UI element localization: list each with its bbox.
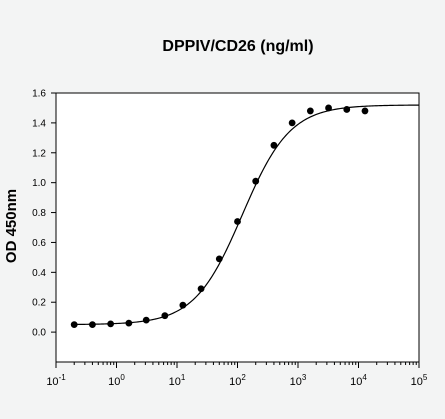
data-point — [270, 141, 278, 149]
data-point — [361, 107, 369, 115]
y-tick-label: 0.8 — [32, 208, 46, 219]
x-tick-label: 100 — [108, 373, 125, 388]
data-point — [325, 104, 332, 112]
axis-layer: 0.0 0.2 0.4 0.6 0.8 1.0 1.2 1.4 1.6 10-1 100 101 102… — [32, 89, 428, 389]
data-point — [125, 319, 133, 327]
data-point — [107, 320, 115, 328]
plot-area — [55, 92, 420, 363]
y-tick-label: 0.4 — [32, 268, 46, 279]
data-point — [197, 285, 205, 293]
y-tick-label: 0.2 — [32, 298, 46, 309]
y-tick-label: 0.6 — [32, 238, 46, 249]
data-point — [288, 119, 296, 127]
y-tick-label: 1.4 — [32, 118, 46, 129]
data-point — [142, 316, 150, 324]
x-tick-label: 101 — [169, 373, 186, 388]
x-tick-label: 104 — [350, 373, 367, 388]
data-point — [179, 301, 187, 309]
data-point — [234, 218, 241, 225]
y-axis-label: OD 450nm — [3, 189, 20, 263]
data-point — [70, 321, 78, 329]
y-tick-label: 0.0 — [32, 328, 46, 339]
chart-title: DPPIV/CD26 (ng/ml) — [162, 38, 313, 55]
data-point — [343, 106, 351, 113]
y-tick-label: 1.2 — [32, 148, 46, 159]
data-point — [306, 107, 314, 115]
data-point — [215, 255, 223, 263]
data-point — [252, 177, 260, 185]
x-tick-label: 10-1 — [46, 373, 66, 388]
data-point — [161, 312, 169, 320]
y-tick-label: 1.6 — [32, 89, 46, 100]
y-tick-label: 1.0 — [32, 178, 46, 189]
x-tick-label: 103 — [290, 373, 307, 388]
x-tick-label: 102 — [229, 373, 246, 388]
data-points-layer — [70, 104, 369, 329]
data-point — [89, 321, 96, 329]
x-tick-label: 105 — [411, 373, 428, 388]
